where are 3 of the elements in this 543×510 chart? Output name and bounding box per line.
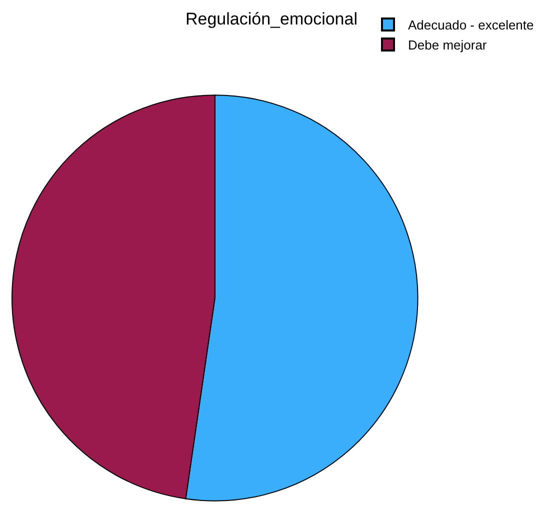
chart-title: Regulación_emocional — [185, 10, 358, 29]
legend-label: Adecuado - excelente — [408, 18, 534, 33]
legend-label: Debe mejorar — [408, 38, 488, 53]
